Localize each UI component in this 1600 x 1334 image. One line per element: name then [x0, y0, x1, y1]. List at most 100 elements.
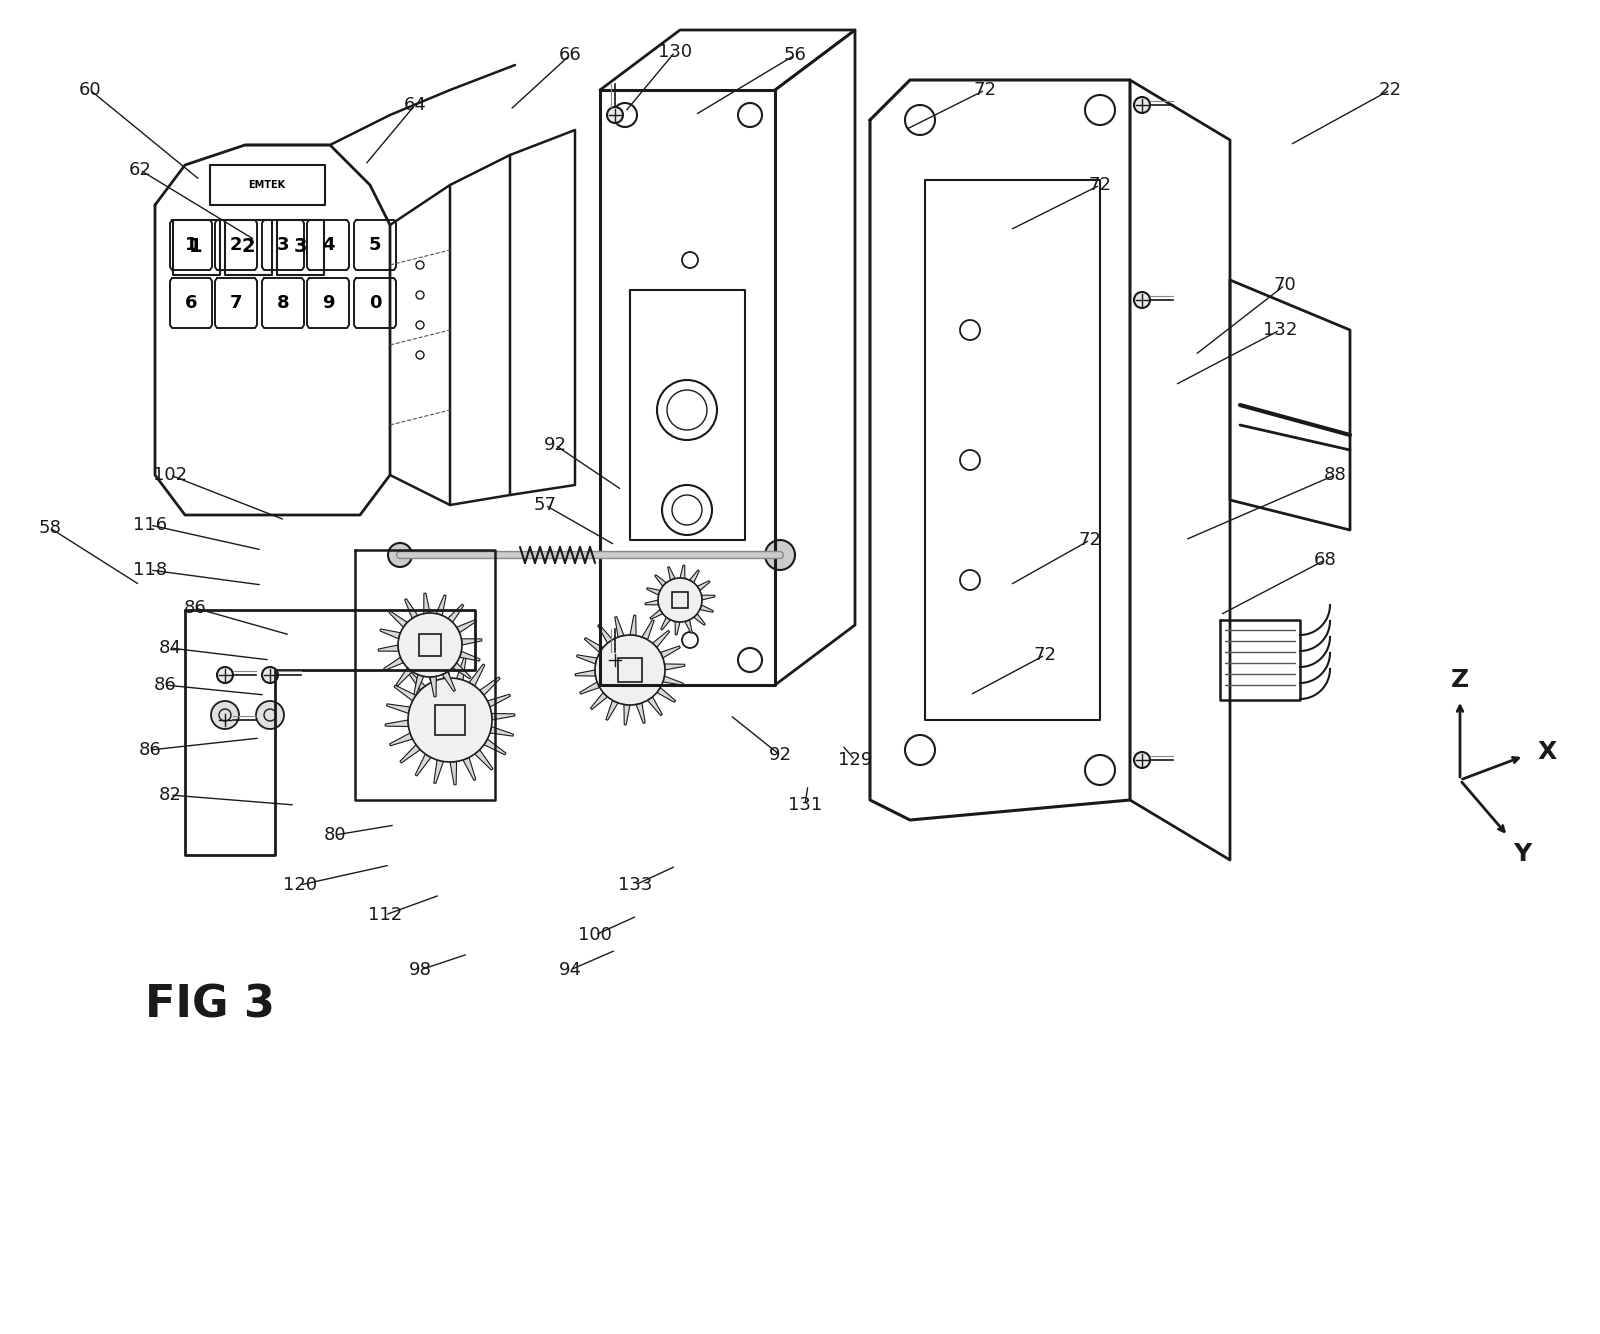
- Polygon shape: [584, 638, 603, 652]
- Text: Z: Z: [1451, 668, 1469, 692]
- Text: 86: 86: [154, 676, 176, 694]
- Circle shape: [211, 700, 238, 728]
- Polygon shape: [443, 655, 450, 679]
- Polygon shape: [574, 670, 595, 676]
- Text: 98: 98: [408, 960, 432, 979]
- Text: 94: 94: [558, 960, 581, 979]
- Polygon shape: [661, 646, 680, 658]
- Polygon shape: [480, 678, 501, 695]
- Text: 2: 2: [242, 237, 254, 256]
- Polygon shape: [699, 604, 714, 612]
- Text: EMTEK: EMTEK: [248, 180, 285, 189]
- Text: 70: 70: [1274, 276, 1296, 293]
- Polygon shape: [389, 611, 408, 627]
- Polygon shape: [434, 760, 443, 783]
- Circle shape: [387, 543, 413, 567]
- Polygon shape: [386, 720, 408, 727]
- Circle shape: [256, 700, 285, 728]
- Polygon shape: [664, 664, 685, 670]
- Polygon shape: [405, 599, 418, 619]
- Polygon shape: [624, 704, 630, 724]
- Circle shape: [262, 667, 278, 683]
- Polygon shape: [442, 671, 456, 691]
- Polygon shape: [685, 620, 693, 634]
- Circle shape: [606, 107, 622, 123]
- Polygon shape: [459, 651, 480, 662]
- Polygon shape: [701, 595, 715, 600]
- Circle shape: [1134, 97, 1150, 113]
- Polygon shape: [406, 670, 426, 690]
- Text: 72: 72: [973, 81, 997, 99]
- Text: 86: 86: [184, 599, 206, 618]
- Polygon shape: [469, 664, 485, 686]
- Text: 131: 131: [787, 796, 822, 814]
- Polygon shape: [389, 732, 413, 746]
- Polygon shape: [483, 739, 506, 755]
- Polygon shape: [675, 622, 680, 635]
- Circle shape: [595, 635, 666, 704]
- Text: 9: 9: [322, 293, 334, 312]
- Text: 86: 86: [139, 740, 162, 759]
- Polygon shape: [456, 619, 477, 632]
- Circle shape: [1134, 752, 1150, 768]
- Polygon shape: [637, 703, 645, 723]
- Polygon shape: [648, 696, 662, 715]
- Text: 72: 72: [1088, 176, 1112, 193]
- Polygon shape: [690, 570, 699, 583]
- Text: 82: 82: [158, 786, 181, 804]
- Text: 3: 3: [293, 237, 307, 256]
- Circle shape: [398, 614, 462, 676]
- Text: 6: 6: [184, 293, 197, 312]
- Polygon shape: [475, 750, 493, 770]
- Polygon shape: [667, 567, 675, 580]
- Polygon shape: [576, 655, 597, 664]
- Circle shape: [408, 678, 493, 762]
- Circle shape: [658, 578, 702, 622]
- Text: 100: 100: [578, 926, 611, 944]
- Polygon shape: [654, 575, 666, 586]
- Text: Y: Y: [1514, 842, 1531, 866]
- Polygon shape: [387, 704, 410, 714]
- Text: 60: 60: [78, 81, 101, 99]
- Text: 8: 8: [277, 293, 290, 312]
- Text: 68: 68: [1314, 551, 1336, 570]
- Text: 22: 22: [1379, 81, 1402, 99]
- Polygon shape: [394, 686, 416, 700]
- Polygon shape: [579, 682, 600, 694]
- Text: 72: 72: [1078, 531, 1101, 550]
- Text: 64: 64: [403, 96, 427, 113]
- Text: 129: 129: [838, 751, 872, 768]
- Text: 2: 2: [230, 236, 242, 253]
- Polygon shape: [606, 700, 618, 720]
- Text: 72: 72: [1034, 646, 1056, 664]
- Text: 80: 80: [323, 826, 346, 844]
- Circle shape: [218, 712, 234, 728]
- Text: 1: 1: [189, 237, 203, 256]
- Polygon shape: [462, 758, 475, 780]
- Polygon shape: [448, 604, 464, 623]
- Circle shape: [765, 540, 795, 570]
- Polygon shape: [658, 687, 675, 702]
- Polygon shape: [680, 566, 685, 579]
- Text: 57: 57: [533, 496, 557, 514]
- Polygon shape: [642, 620, 654, 640]
- Text: 3: 3: [277, 236, 290, 253]
- Polygon shape: [698, 580, 710, 591]
- Polygon shape: [590, 692, 608, 710]
- Circle shape: [1134, 292, 1150, 308]
- Text: 1: 1: [184, 236, 197, 253]
- Polygon shape: [424, 594, 430, 614]
- Text: 7: 7: [230, 293, 242, 312]
- Polygon shape: [650, 610, 662, 619]
- Polygon shape: [450, 762, 456, 784]
- Polygon shape: [400, 744, 421, 763]
- Text: 56: 56: [784, 45, 806, 64]
- Text: 120: 120: [283, 876, 317, 894]
- Circle shape: [606, 652, 622, 668]
- Polygon shape: [414, 754, 430, 776]
- Polygon shape: [661, 618, 670, 630]
- Polygon shape: [414, 675, 424, 695]
- Polygon shape: [397, 667, 413, 686]
- Polygon shape: [646, 588, 661, 595]
- Polygon shape: [378, 646, 398, 651]
